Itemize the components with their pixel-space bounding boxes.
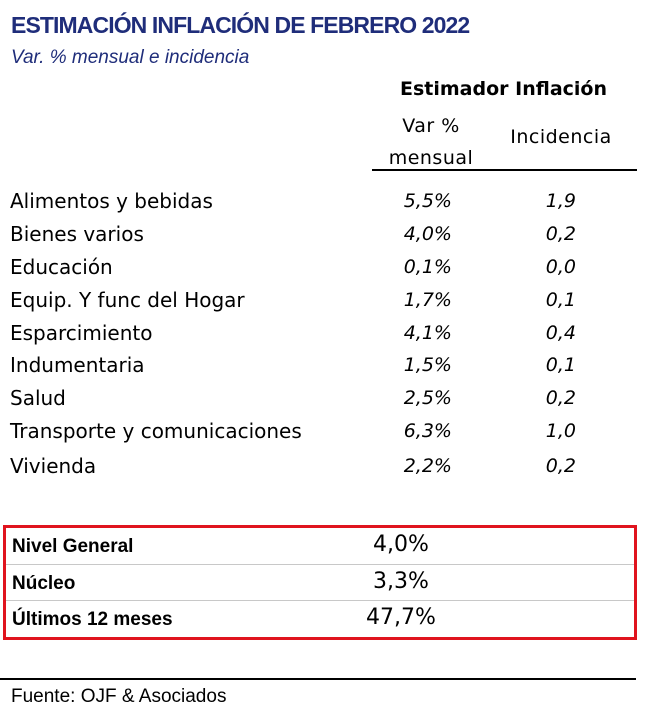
summary-label: Últimos 12 meses bbox=[12, 609, 173, 630]
table-row: Transporte y comunicaciones 6,3% 1,0 bbox=[0, 419, 652, 452]
row-incidence: 0,2 bbox=[545, 387, 576, 409]
summary-value: 3,3% bbox=[373, 569, 429, 594]
column-header-var-line1: Var % bbox=[402, 115, 460, 137]
summary-row: Núcleo 3,3% bbox=[6, 565, 634, 601]
column-header-var: Var % mensual bbox=[372, 110, 490, 174]
row-label: Alimentos y bebidas bbox=[10, 189, 213, 213]
table-row: Equip. Y func del Hogar 1,7% 0,1 bbox=[0, 288, 652, 321]
row-var: 1,5% bbox=[403, 354, 452, 376]
summary-label: Núcleo bbox=[12, 573, 76, 594]
row-label: Vivienda bbox=[10, 454, 97, 478]
table-row: Indumentaria 1,5% 0,1 bbox=[0, 353, 652, 386]
row-incidence: 0,2 bbox=[545, 455, 576, 477]
column-header-var-line2: mensual bbox=[388, 147, 474, 169]
table-row: Esparcimiento 4,1% 0,4 bbox=[0, 321, 652, 354]
row-label: Educación bbox=[10, 255, 113, 279]
row-label: Transporte y comunicaciones bbox=[10, 419, 302, 443]
row-label: Indumentaria bbox=[10, 353, 145, 377]
row-incidence: 1,9 bbox=[545, 190, 576, 212]
row-incidence: 0,2 bbox=[545, 223, 576, 245]
row-var: 0,1% bbox=[403, 256, 452, 278]
table-row: Vivienda 2,2% 0,2 bbox=[0, 454, 652, 487]
table-row: Alimentos y bebidas 5,5% 1,9 bbox=[0, 189, 652, 222]
summary-value: 4,0% bbox=[373, 532, 429, 557]
row-incidence: 0,1 bbox=[545, 289, 576, 311]
row-incidence: 0,0 bbox=[545, 256, 576, 278]
page-title: ESTIMACIÓN INFLACIÓN DE FEBRERO 2022 bbox=[11, 12, 470, 38]
summary-divider bbox=[6, 564, 634, 565]
row-label: Salud bbox=[10, 386, 66, 410]
row-incidence: 1,0 bbox=[545, 420, 576, 442]
table-row: Educación 0,1% 0,0 bbox=[0, 255, 652, 288]
group-header: Estimador Inflación bbox=[400, 78, 607, 100]
row-var: 6,3% bbox=[403, 420, 452, 442]
column-header-incidence: Incidencia bbox=[510, 126, 612, 148]
summary-box: Nivel General 4,0% Núcleo 3,3% Últimos 1… bbox=[3, 525, 637, 640]
header-divider bbox=[372, 169, 637, 171]
summary-value: 47,7% bbox=[366, 605, 436, 630]
row-var: 4,0% bbox=[403, 223, 452, 245]
row-label: Bienes varios bbox=[10, 222, 144, 246]
table-row: Salud 2,5% 0,2 bbox=[0, 386, 652, 419]
table-row: Bienes varios 4,0% 0,2 bbox=[0, 222, 652, 255]
row-var: 1,7% bbox=[403, 289, 452, 311]
summary-row: Nivel General 4,0% bbox=[6, 528, 634, 564]
footer-divider bbox=[0, 678, 636, 680]
row-incidence: 0,1 bbox=[545, 354, 576, 376]
row-var: 4,1% bbox=[403, 322, 452, 344]
summary-divider bbox=[6, 600, 634, 601]
summary-label: Nivel General bbox=[12, 536, 134, 557]
page-subtitle: Var. % mensual e incidencia bbox=[11, 47, 250, 68]
row-var: 5,5% bbox=[403, 190, 452, 212]
summary-row: Últimos 12 meses 47,7% bbox=[6, 601, 634, 637]
row-incidence: 0,4 bbox=[545, 322, 576, 344]
row-var: 2,2% bbox=[403, 455, 452, 477]
row-label: Equip. Y func del Hogar bbox=[10, 288, 245, 312]
row-var: 2,5% bbox=[403, 387, 452, 409]
source-note: Fuente: OJF & Asociados bbox=[11, 686, 227, 707]
row-label: Esparcimiento bbox=[10, 321, 153, 345]
